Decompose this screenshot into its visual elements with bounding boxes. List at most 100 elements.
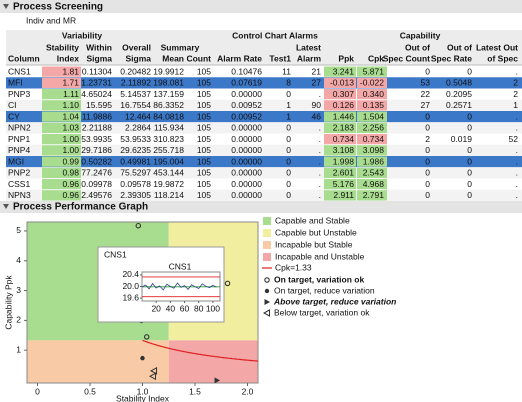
table-row[interactable] [6,77,522,89]
table-cell: 0 [425,66,430,76]
table-cell: 195.004 [153,156,184,166]
y-tick-label: 3 [16,285,21,295]
x-tick-label: 0 [35,386,40,396]
table-row[interactable] [6,88,522,100]
point[interactable] [143,334,150,340]
table-cell: PNP1 [8,134,30,144]
table-cell: 1.998 [333,156,355,166]
x-tick-label: 1.0 [137,386,149,396]
point[interactable] [224,280,231,287]
table-cell: 0.07619 [231,78,262,88]
table-cell: 19.9872 [153,179,184,189]
table-cell: 12.464 [125,111,151,121]
table-row[interactable] [6,99,522,111]
table-row[interactable] [6,156,522,168]
table-cell: . [516,111,518,121]
table-row[interactable] [6,133,522,145]
column-header: Spec Count [383,53,430,63]
legend-marker [262,309,270,317]
table-cell: . [319,168,321,178]
table-cell: 2.11892 [121,78,151,88]
legend-swatch [263,217,271,225]
table-row[interactable] [6,122,522,134]
disclosure-icon[interactable] [3,204,9,209]
inset-line [141,282,217,291]
point[interactable] [135,222,142,229]
table-cell: 2 [425,134,430,144]
table-row[interactable] [6,144,522,156]
table-cell: 0.00000 [231,89,262,99]
y-tick-label: 2 [16,315,21,325]
y-tick-label: 5 [16,225,21,235]
inset-x-tick-label: 60 [180,303,190,313]
outline-bar [0,201,522,213]
table-cell: NPN3 [8,190,31,200]
table-cell: CSS1 [8,179,30,189]
table-cell: . [319,190,321,200]
disclosure-icon[interactable] [3,4,9,9]
cell-highlight [357,100,387,111]
table-cell: MGI [8,156,24,166]
cell-highlight [357,122,387,133]
table-cell: 2 [513,78,518,88]
table-cell: 11.9886 [82,111,112,121]
table-cell: . [516,145,518,155]
table-cell: 2.21188 [82,123,112,133]
table-cell: 0.135 [363,100,385,110]
column-header: of Spec [487,53,518,63]
column-header: Latest Out [476,42,518,52]
table-cell: 84.0818 [153,111,184,121]
table-cell: 2.601 [333,168,355,178]
table-cell: 4.65024 [81,89,112,99]
table-cell: 1.81 [62,66,79,76]
point[interactable] [148,372,156,381]
table-cell: 0.10476 [231,66,262,76]
table-row[interactable] [6,167,522,179]
table-cell: 0 [467,190,472,200]
cell-highlight [42,156,81,167]
table-row[interactable] [6,111,522,123]
column-header: Test1 [269,53,291,63]
table-cell: 0 [425,111,430,121]
table-cell: 105 [197,100,211,110]
point[interactable] [214,377,221,384]
region [27,340,169,383]
legend-swatch [263,253,271,261]
inset-x-tick-label: 80 [194,303,204,313]
outline-title: Process Screening [13,2,103,13]
legend-label: Above target, reduce variation [273,296,396,306]
cell-highlight [42,190,81,201]
cell-highlight [357,156,387,167]
cell-highlight [324,122,356,133]
table-row[interactable] [6,178,522,190]
y-tick-label: 4 [16,255,21,265]
table-cell: 3.098 [363,145,385,155]
table-row[interactable] [6,189,522,201]
cell-highlight [357,134,387,145]
table-cell: 77.2476 [81,168,112,178]
table-cell: 1 [513,100,518,110]
table-cell: 2.49576 [81,190,112,200]
cell-highlight [42,66,81,77]
cell-highlight [42,145,81,156]
table-cell: 0.49981 [120,156,151,166]
cell-highlight [324,111,356,122]
table-cell: 2.911 [333,190,354,200]
table-cell: 2.183 [333,123,355,133]
cell-highlight [324,66,356,77]
x-tick-label: 0.5 [84,386,96,396]
table-cell: 1 [286,111,291,121]
cell-highlight [357,66,387,77]
table-row[interactable] [6,66,522,78]
legend-label: Incapable and Unstable [275,251,365,261]
point[interactable] [150,367,158,375]
table-header-bg [6,30,522,65]
group-header: Variability [62,30,102,40]
table-cell: 1.10 [62,100,79,110]
legend-marker [264,299,270,305]
table-cell: 105 [197,156,211,166]
cell-highlight [357,190,387,201]
cell-highlight [324,156,356,167]
legend-label: Cpk=1.33 [275,262,312,272]
point[interactable] [140,355,145,361]
